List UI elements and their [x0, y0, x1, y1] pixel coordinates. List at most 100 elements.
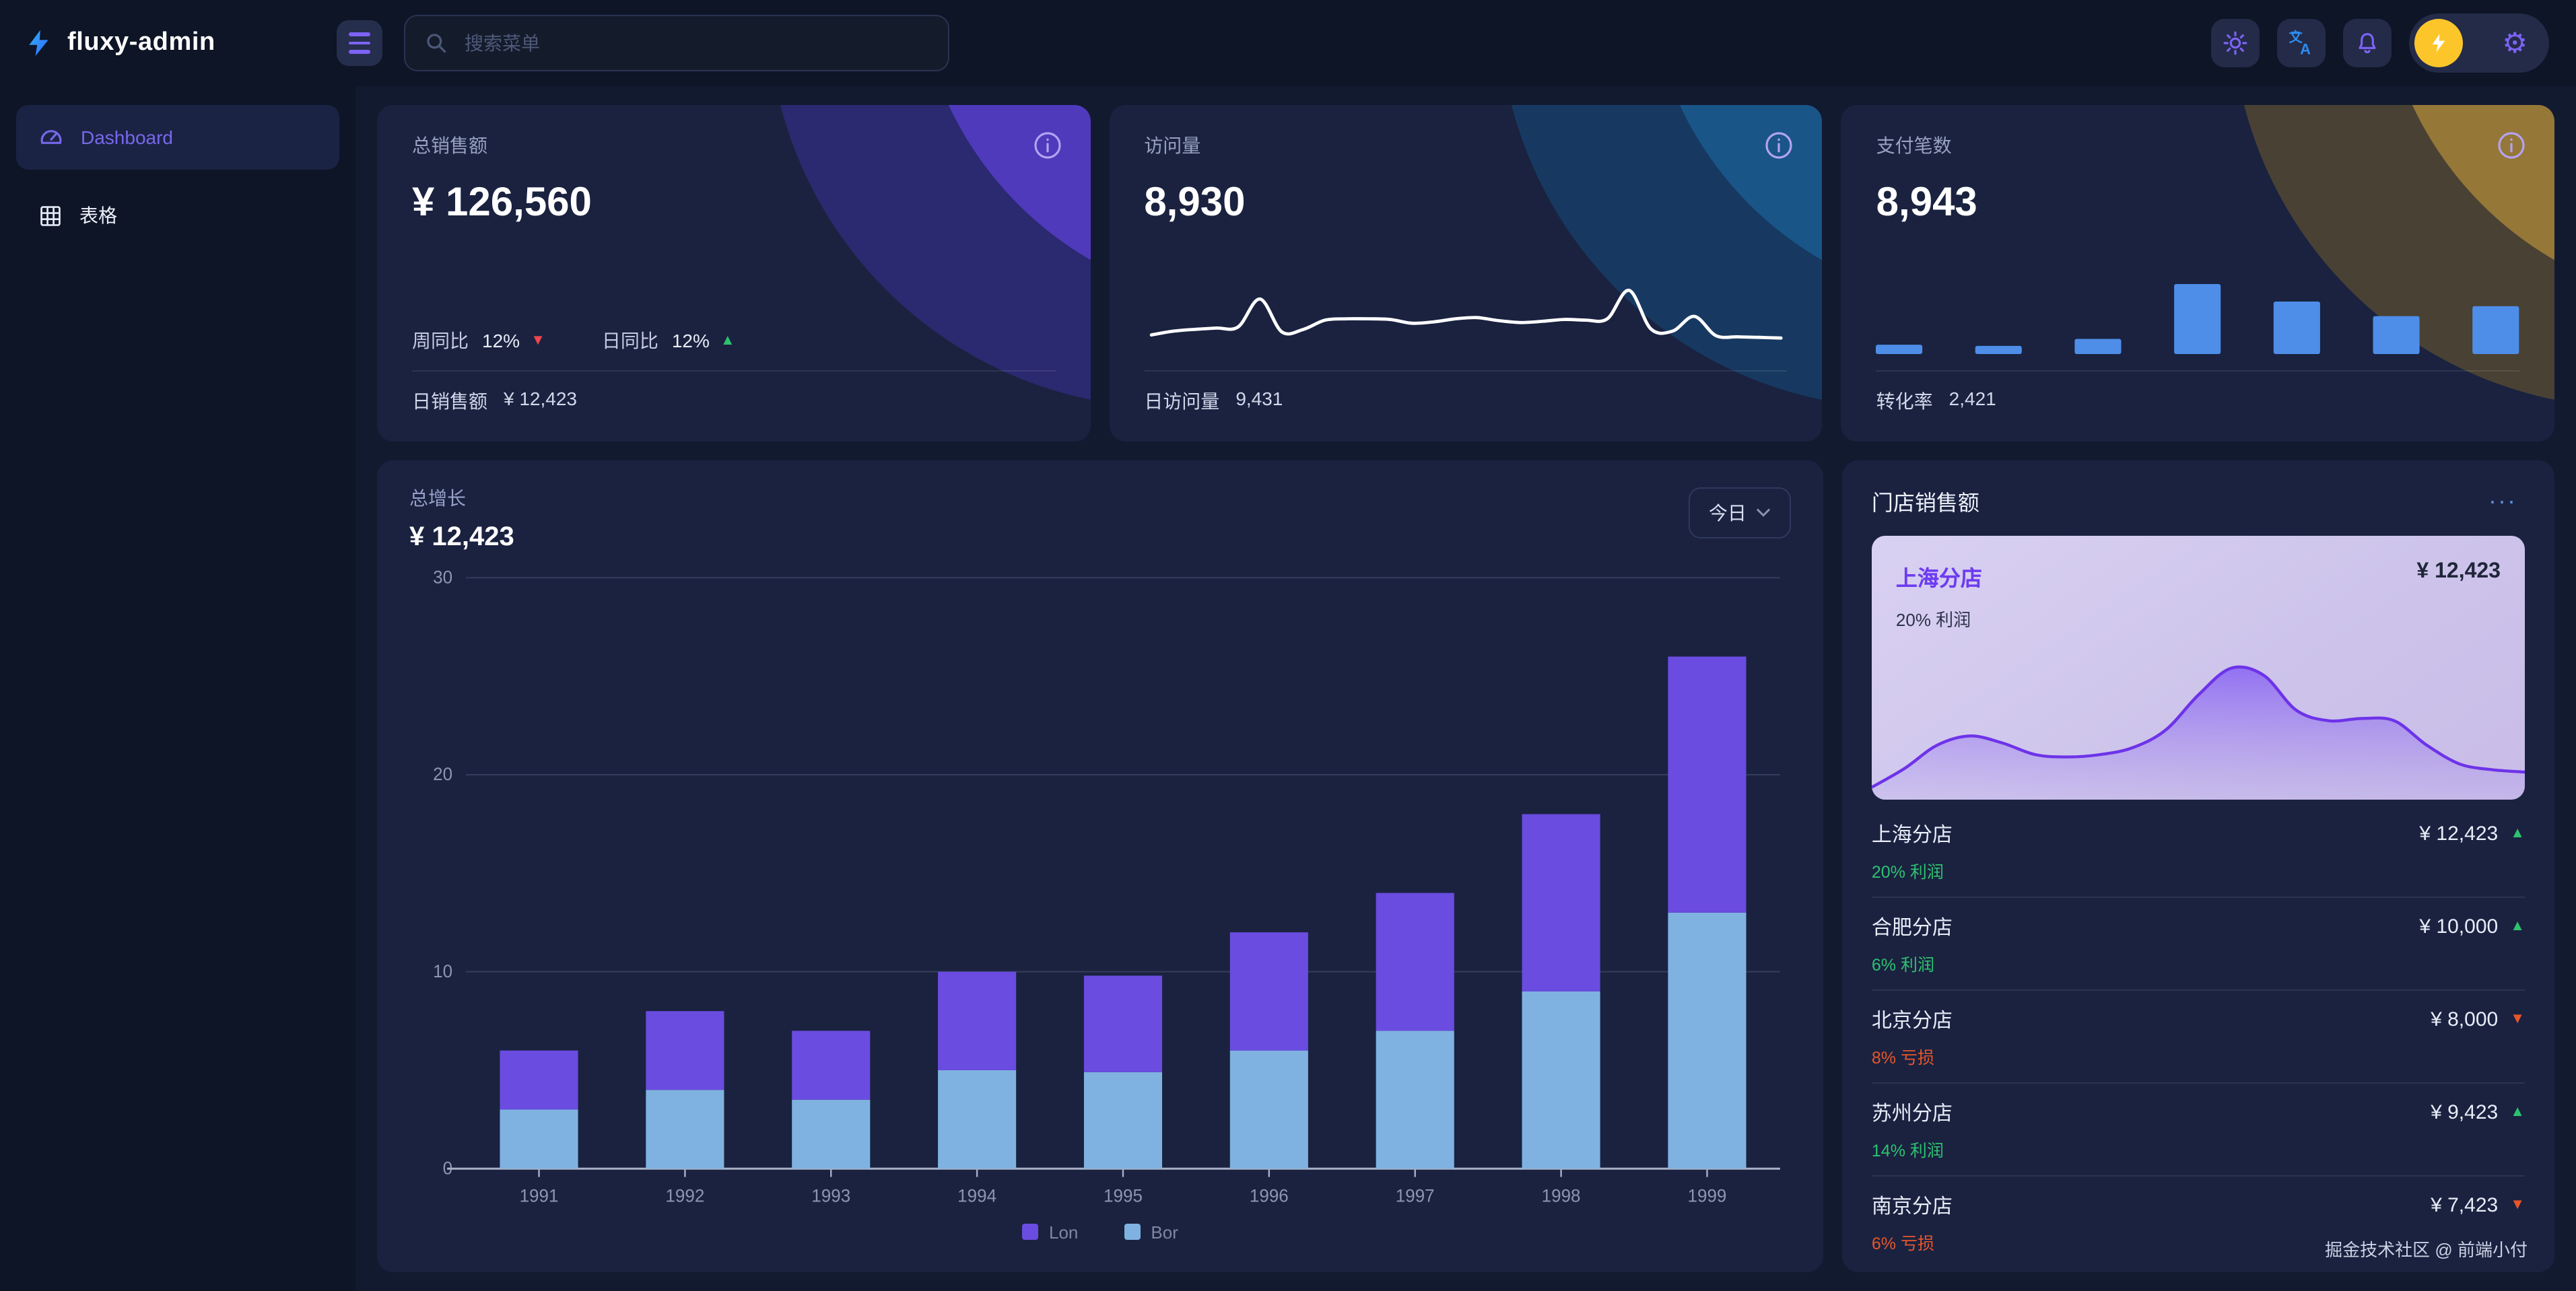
week-trend-value: 12%	[482, 330, 520, 351]
date-range-value: 今日	[1708, 502, 1747, 524]
trend-row: 周同比 12% ▼ 日同比 12% ▲	[412, 327, 1055, 354]
visits-sparkline	[1144, 279, 1787, 354]
svg-text:1996: 1996	[1250, 1185, 1289, 1206]
legend-item-lon[interactable]: Lon	[1022, 1222, 1078, 1242]
stat-card-total-sales: 总销售额 ¥ 126,560 周同比 12% ▼ 日同比 12%	[377, 105, 1091, 442]
store-list: 上海分店 ¥ 12,423 ▲ 20% 利润合肥分店 ¥ 10,000 ▲ 6% 利润北京分…	[1871, 805, 2525, 1253]
chevron-down-icon	[1757, 508, 1770, 517]
svg-text:1999: 1999	[1688, 1185, 1727, 1206]
svg-text:10: 10	[433, 961, 452, 981]
chart-legend: Lon Bor	[409, 1216, 1791, 1248]
legend-label: Lon	[1049, 1222, 1079, 1242]
store-name: 合肥分店	[1871, 917, 1953, 940]
stat-value: 8,930	[1144, 180, 1246, 225]
legend-label: Bor	[1151, 1222, 1178, 1242]
store-value: ¥ 7,423	[2431, 1194, 2499, 1217]
store-row[interactable]: 合肥分店 ¥ 10,000 ▲ 6% 利润	[1871, 897, 2525, 989]
svg-text:20: 20	[433, 764, 452, 784]
app-title: fluxy-admin	[67, 28, 215, 57]
user-avatar[interactable]	[2414, 19, 2463, 67]
store-name: 北京分店	[1871, 1010, 1953, 1033]
language-switch-button[interactable]: 文 A	[2277, 19, 2326, 67]
svg-text:1994: 1994	[957, 1185, 996, 1206]
info-icon[interactable]	[2495, 129, 2528, 166]
down-triangle-icon: ▼	[2510, 1197, 2525, 1213]
week-trend-label: 周同比	[412, 330, 469, 351]
day-trend-value: 12%	[671, 330, 710, 351]
more-icon[interactable]: ···	[2480, 489, 2525, 513]
store-value: ¥ 9,423	[2431, 1101, 2499, 1124]
menu-toggle-button[interactable]	[337, 20, 382, 66]
table-grid-icon	[40, 205, 61, 225]
stat-card-payments: 支付笔数 8,943 转化率 2,421	[1841, 105, 2554, 442]
card-footer: 日销售额 ¥ 12,423	[412, 372, 1055, 415]
store-row[interactable]: 南京分店 ¥ 7,423 ▼ 6% 亏损	[1871, 1175, 2525, 1268]
svg-text:A: A	[2300, 41, 2311, 58]
svg-text:1991: 1991	[520, 1185, 559, 1206]
growth-chart-card: 总增长 ¥ 12,423 今日 010203019911992199319941…	[377, 460, 1823, 1272]
up-triangle-icon: ▲	[2510, 1104, 2525, 1120]
divider	[412, 370, 1056, 372]
store-profit-label: 6% 亏损	[1871, 1234, 1934, 1253]
svg-text:30: 30	[433, 567, 452, 587]
brand-logo: fluxy-admin	[24, 28, 337, 58]
main-content: 总销售额 ¥ 126,560 周同比 12% ▼ 日同比 12%	[355, 86, 2576, 1291]
store-sales-card: 门店销售额 ··· 上海分店 ¥ 12,423 20% 利润 上海分店 ¥ 1	[1841, 460, 2554, 1272]
store-profit-label: 6% 利润	[1871, 956, 1934, 975]
store-card-title: 门店销售额	[1871, 493, 1979, 516]
highlighted-store-card[interactable]: 上海分店 ¥ 12,423 20% 利润	[1871, 536, 2525, 800]
highlight-store-value: ¥ 12,423	[2416, 560, 2501, 583]
store-value: ¥ 12,423	[2419, 823, 2499, 845]
store-profit-label: 14% 利润	[1871, 1142, 1944, 1160]
store-area-chart	[1871, 641, 2525, 800]
settings-gear-icon[interactable]: ⚙	[2502, 28, 2528, 59]
card-footer: 转化率 2,421	[1876, 372, 2519, 415]
up-triangle-icon: ▲	[2510, 918, 2525, 934]
svg-text:1998: 1998	[1542, 1185, 1581, 1206]
store-name: 南京分店	[1871, 1195, 1953, 1218]
legend-swatch	[1022, 1224, 1038, 1240]
divider	[1876, 370, 2519, 372]
highlight-store-name: 上海分店	[1895, 568, 1982, 591]
day-trend-label: 日同比	[601, 330, 658, 351]
up-triangle-icon: ▲	[720, 332, 735, 348]
header-actions: 文 A ⚙	[2211, 13, 2549, 73]
theme-toggle-button[interactable]	[2211, 19, 2260, 67]
store-name: 苏州分店	[1871, 1103, 1953, 1125]
footer-label: 日访问量	[1144, 390, 1220, 412]
growth-title: 总增长	[409, 487, 466, 509]
sidebar-item-dashboard[interactable]: Dashboard	[16, 105, 339, 170]
store-row[interactable]: 北京分店 ¥ 8,000 ▼ 8% 亏损	[1871, 989, 2525, 1082]
bell-icon	[2359, 33, 2376, 54]
store-value: ¥ 10,000	[2419, 915, 2499, 938]
stat-value: ¥ 126,560	[412, 180, 592, 225]
card-title: 访问量	[1144, 135, 1201, 156]
date-range-dropdown[interactable]: 今日	[1688, 487, 1791, 538]
svg-text:1995: 1995	[1104, 1185, 1143, 1206]
footer-label: 日销售额	[412, 390, 487, 412]
info-icon[interactable]	[1763, 129, 1796, 166]
notifications-button[interactable]	[2343, 19, 2392, 67]
store-profit-label: 8% 亏损	[1871, 1049, 1934, 1068]
search-input[interactable]	[462, 31, 929, 55]
sun-icon	[2223, 31, 2247, 55]
stat-value: 8,943	[1876, 180, 1977, 225]
page-footer-credit: 掘金技术社区 @ 前端小付	[2325, 1240, 2528, 1260]
store-row[interactable]: 上海分店 ¥ 12,423 ▲ 20% 利润	[1872, 805, 2525, 897]
card-title: 总销售额	[412, 135, 487, 156]
svg-text:1997: 1997	[1396, 1185, 1435, 1206]
search-box[interactable]	[404, 15, 949, 71]
sidebar-item-table[interactable]: 表格	[16, 183, 339, 248]
store-row[interactable]: 苏州分店 ¥ 9,423 ▲ 14% 利润	[1871, 1082, 2525, 1175]
footer-label: 转化率	[1876, 390, 1933, 412]
user-menu[interactable]: ⚙	[2409, 13, 2549, 73]
store-profit-label: 20% 利润	[1871, 863, 1944, 882]
sidebar: Dashboard 表格	[0, 86, 355, 1291]
info-icon[interactable]	[1031, 129, 1063, 166]
store-name: 上海分店	[1871, 824, 1953, 847]
svg-text:1992: 1992	[665, 1185, 704, 1206]
footer-value: 2,421	[1948, 388, 1996, 409]
search-icon	[427, 34, 446, 53]
legend-item-bor[interactable]: Bor	[1124, 1222, 1178, 1242]
